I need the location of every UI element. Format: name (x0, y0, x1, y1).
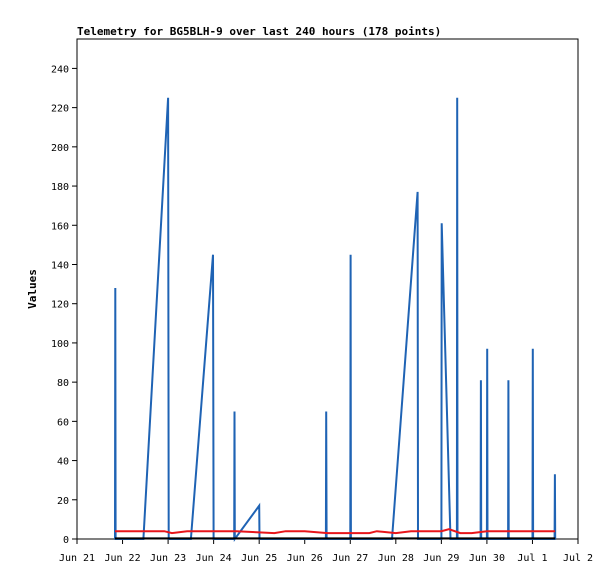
x-axis-ticks: Jun 21 Jun 22 Jun 23 Jun 24 Jun 25 Jun 26 Jun … (59, 539, 593, 564)
x-tick-label: Jun 30 (469, 553, 505, 564)
y-tick-label: 40 (57, 457, 69, 468)
x-tick-label: Jul 2 (563, 553, 593, 564)
y-tick-label: 220 (51, 104, 69, 115)
x-tick-label: Jun 25 (241, 553, 277, 564)
y-tick-label: 20 (57, 496, 69, 507)
chart-title: Telemetry for BG5BLH-9 over last 240 hou… (77, 25, 441, 38)
y-tick-label: 160 (51, 221, 69, 232)
y-tick-label: 180 (51, 182, 69, 193)
y-axis-ticks: 0 20 40 60 80 100 120 140 160 180 200 220 240 (51, 64, 77, 546)
y-tick-label: 120 (51, 300, 69, 311)
y-tick-label: 60 (57, 417, 69, 428)
x-tick-label: Jun 23 (150, 553, 186, 564)
x-tick-label: Jun 21 (59, 553, 95, 564)
x-tick-label: Jun 27 (332, 553, 368, 564)
x-tick-label: Jun 28 (378, 553, 414, 564)
y-tick-label: 240 (51, 64, 69, 75)
y-tick-label: 100 (51, 339, 69, 350)
x-tick-label: Jun 29 (423, 553, 459, 564)
y-tick-label: 0 (63, 535, 69, 546)
y-tick-label: 80 (57, 378, 69, 389)
y-tick-label: 140 (51, 260, 69, 271)
y-axis-label: Values (26, 269, 39, 309)
x-tick-label: Jun 24 (196, 553, 232, 564)
y-tick-label: 200 (51, 143, 69, 154)
series-line-2 (115, 528, 556, 535)
series-layer (114, 97, 557, 543)
plot-area-frame (76, 38, 579, 540)
x-tick-label: Jun 22 (104, 553, 140, 564)
series-line-1 (114, 97, 557, 543)
x-tick-label: Jun 26 (287, 553, 323, 564)
x-tick-label: Jul 1 (517, 553, 547, 564)
